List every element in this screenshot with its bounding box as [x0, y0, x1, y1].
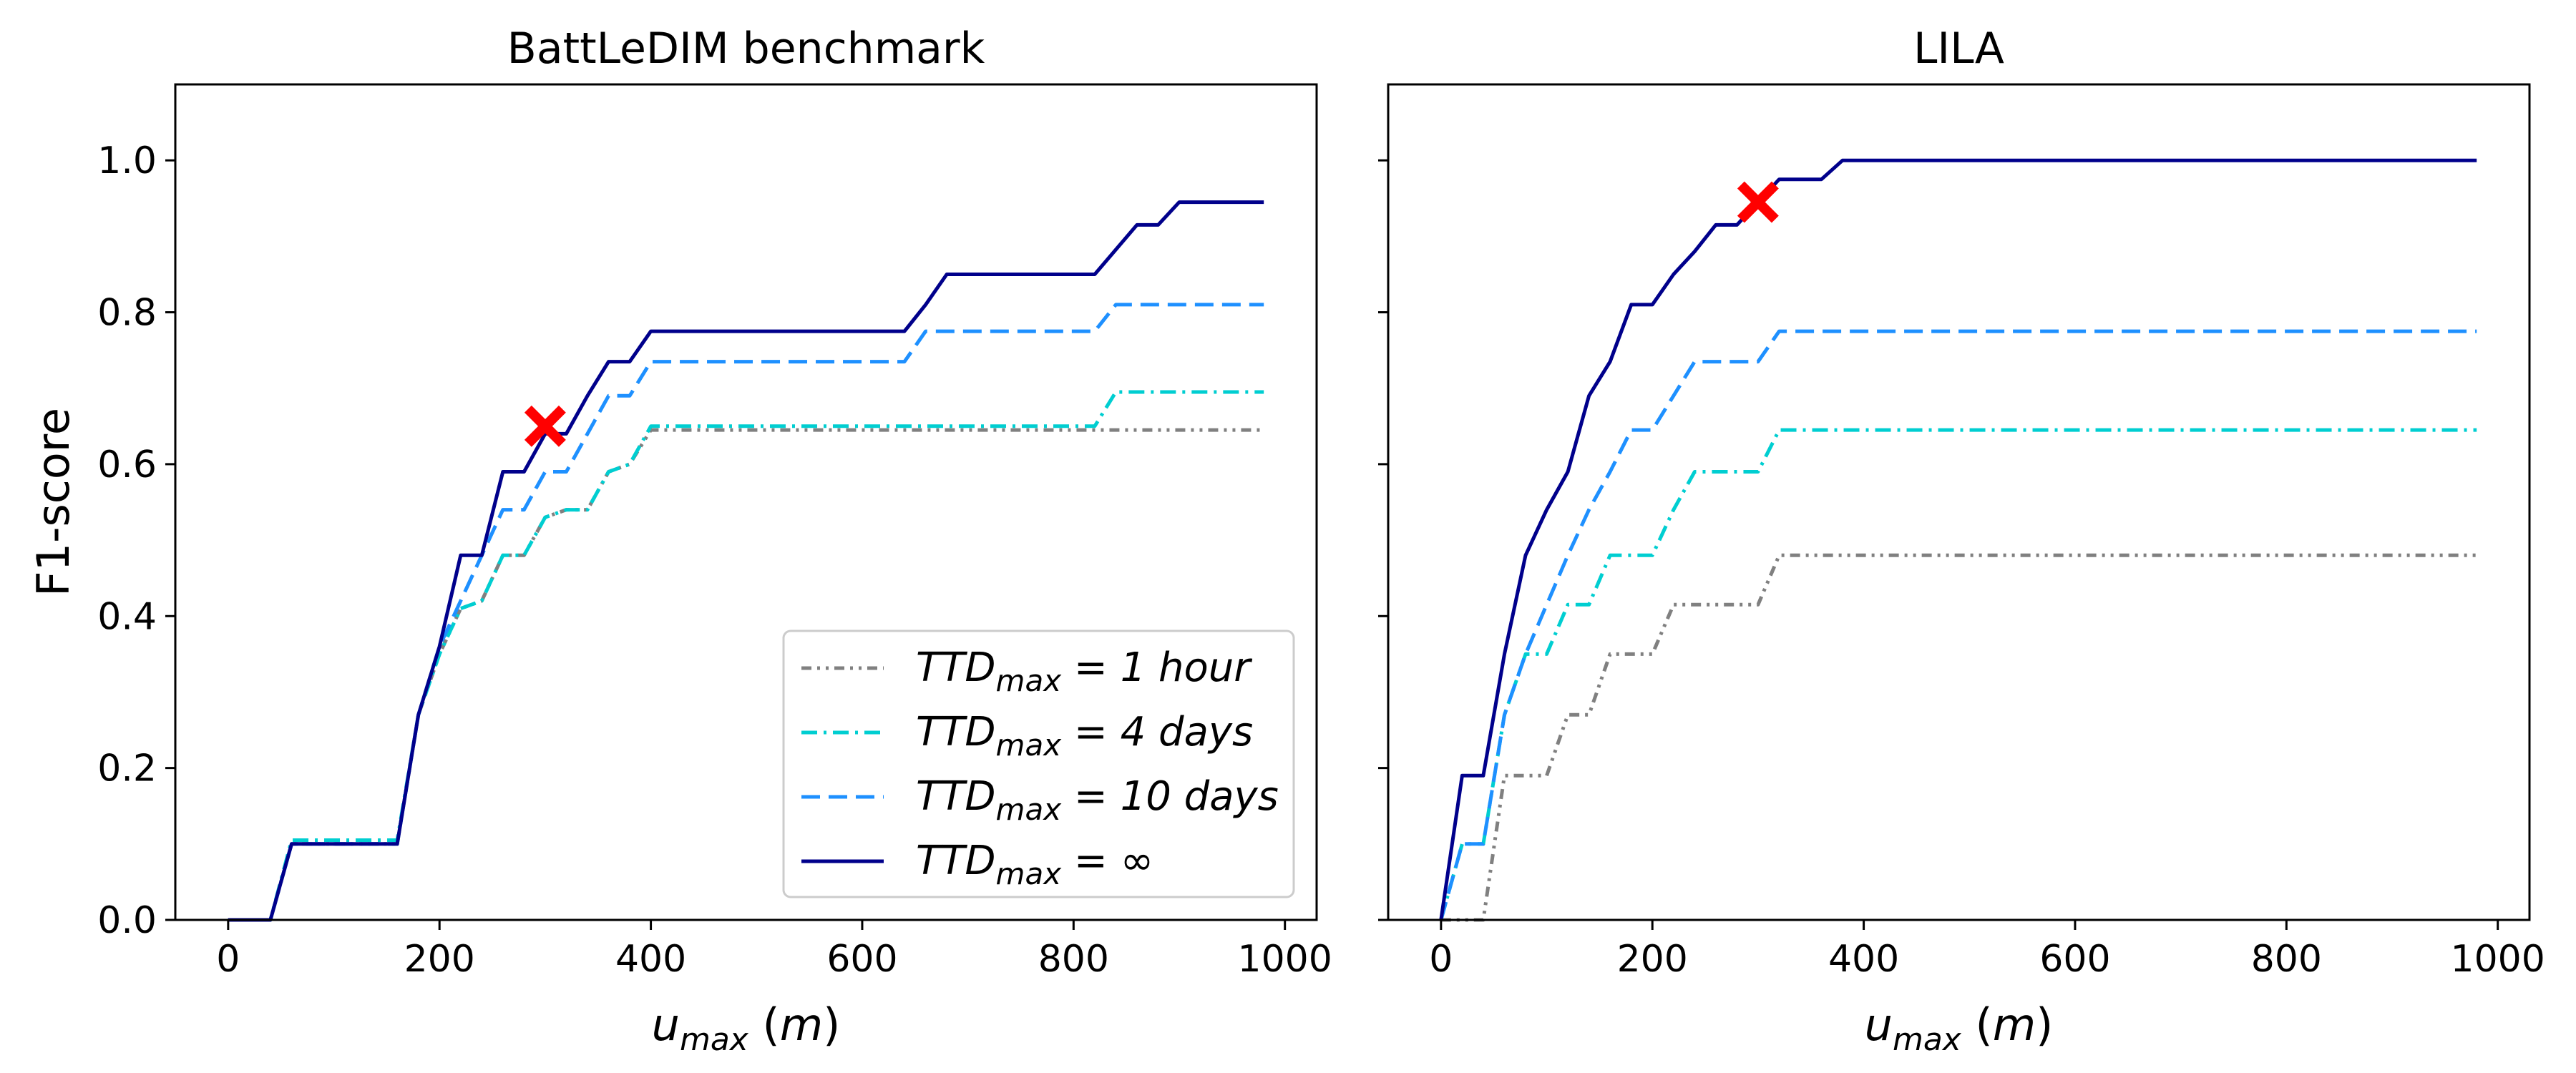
legend-box [782, 629, 1295, 898]
axes-frame [1387, 83, 2531, 921]
best-point-marker [1737, 181, 1779, 223]
legend-entry: TTDmax = 10 days [801, 773, 1279, 827]
plot-area [228, 200, 1264, 922]
x-tick-label: 0 [216, 938, 240, 981]
y-tick-label: 0.4 [97, 595, 157, 638]
x-tick-label: 400 [1828, 938, 1899, 981]
legend: TTDmax = 1 hour TTDmax = 4 days TTDmax = 1… [782, 629, 1295, 898]
legend-label: TTDmax = 10 days [916, 773, 1279, 827]
series-line-10-days [1439, 329, 2477, 921]
legend-label: TTDmax = 1 hour [916, 645, 1252, 698]
x-axis-label: umax (m) [652, 999, 841, 1058]
legend-entry: TTDmax = 1 hour [801, 645, 1252, 698]
chart-title: LILA [1913, 24, 2004, 74]
legend-label: TTDmax = ∞ [916, 838, 1153, 891]
series-line-4-days [1439, 428, 2477, 921]
chart-panel-2: LILA 0 200 400 600 800 1000 umax (m) [1378, 24, 2545, 1058]
series-line-1-hour [1440, 553, 2477, 922]
y-tick-label: 1.0 [97, 139, 157, 182]
y-tick-label: 0.2 [97, 748, 157, 790]
x-tick-label: 200 [1617, 938, 1688, 981]
chart-title: BattLeDIM benchmark [507, 24, 985, 74]
x-tick-label: 400 [615, 938, 686, 981]
legend-label: TTDmax = 4 days [916, 709, 1253, 763]
y-tick-label: 0.8 [97, 292, 157, 335]
series-line-inf [228, 200, 1264, 922]
x-tick-label: 800 [2251, 938, 2322, 981]
best-point-marker [524, 405, 566, 447]
chart-panel-1: BattLeDIM benchmark 0 200 400 600 800 1000 0.0 0… [27, 24, 1332, 1058]
chart-panels: BattLeDIM benchmark 0 200 400 600 800 1000 0.0 0… [27, 24, 2545, 1058]
legend-entry: TTDmax = 4 days [801, 709, 1253, 763]
y-tick-label: 0.0 [97, 899, 157, 942]
x-tick-label: 600 [2039, 938, 2110, 981]
x-tick-label: 600 [826, 938, 897, 981]
x-tick-label: 0 [1429, 938, 1453, 981]
x-tick-label: 1000 [1238, 938, 1332, 981]
x-axis-label: umax (m) [1865, 999, 2054, 1058]
x-tick-label: 200 [404, 938, 475, 981]
series-line-inf [1439, 158, 2477, 921]
axes-frame [174, 83, 1318, 921]
y-axis-label: F1-score [27, 408, 79, 597]
series-line-10-days [228, 303, 1264, 922]
y-tick-label: 0.6 [97, 444, 157, 486]
x-tick-label: 1000 [2451, 938, 2545, 981]
plot-area [1439, 158, 2477, 922]
x-tick-label: 800 [1038, 938, 1109, 981]
legend-entry: TTDmax = ∞ [801, 838, 1153, 891]
